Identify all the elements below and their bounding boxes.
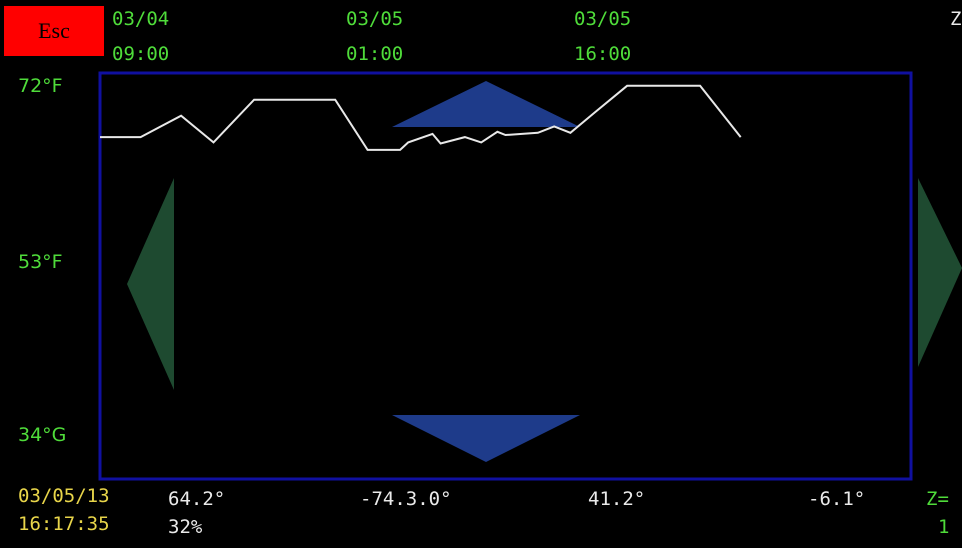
readout-humidity: 32% <box>168 516 203 538</box>
readout-time: 16:17:35 <box>18 513 110 535</box>
readout-lon: -74.3.0° <box>360 488 452 510</box>
corner-label: Z <box>950 8 962 30</box>
esc-button[interactable]: Esc <box>4 6 104 56</box>
time-label-3-time: 16:00 <box>574 43 632 65</box>
zoom-label: Z= <box>926 488 949 510</box>
readout-val: -6.1° <box>808 488 866 510</box>
time-label-2-time: 01:00 <box>346 43 404 65</box>
arrow-up-icon[interactable] <box>392 81 580 127</box>
readout-temp: 64.2° <box>168 488 226 510</box>
time-label-1-date: 03/04 <box>112 8 170 30</box>
readout-lat: 41.2° <box>588 488 646 510</box>
readout-date: 03/05/13 <box>18 485 110 507</box>
y-label-top: 72°F <box>18 75 63 97</box>
arrow-down-icon[interactable] <box>392 415 580 462</box>
y-label-bottom: 34°G <box>18 424 67 446</box>
zoom-value: 1 <box>938 516 950 538</box>
series-line <box>100 84 742 151</box>
arrow-left-icon[interactable] <box>127 178 174 390</box>
y-label-mid: 53°F <box>18 251 63 273</box>
time-label-1-time: 09:00 <box>112 43 170 65</box>
chart-frame <box>98 71 913 481</box>
time-label-2-date: 03/05 <box>346 8 404 30</box>
time-label-3-date: 03/05 <box>574 8 632 30</box>
arrow-right-icon[interactable] <box>918 178 962 367</box>
